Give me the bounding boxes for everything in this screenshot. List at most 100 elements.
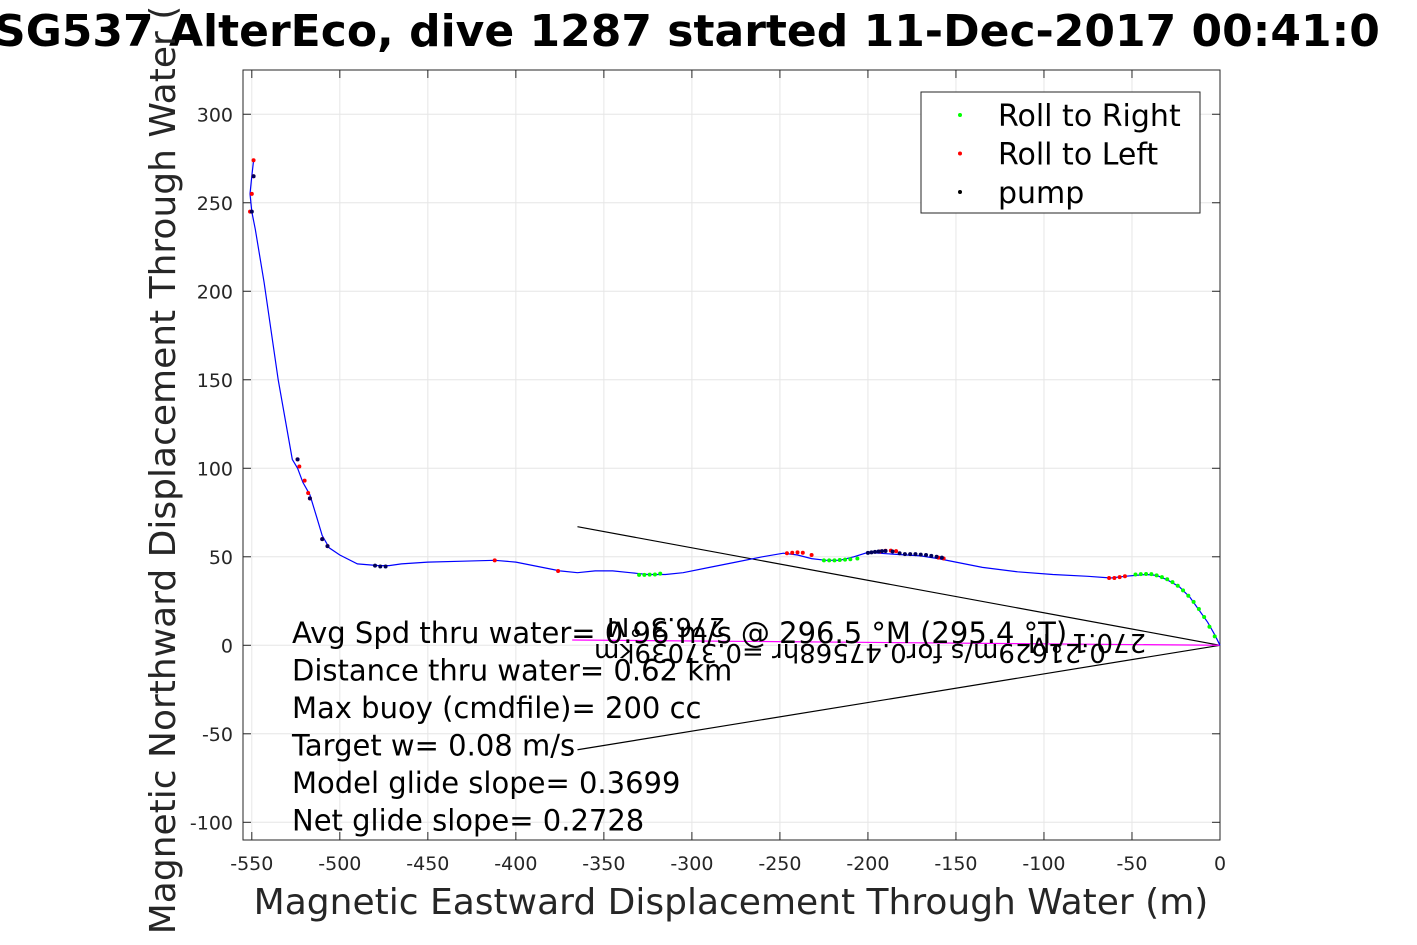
roll-right-point [647, 572, 652, 577]
x-tick-label: -200 [846, 853, 889, 875]
pump-point [869, 550, 874, 555]
vector-label: 270.1 °M [1028, 627, 1146, 657]
roll-left-point [297, 464, 302, 469]
roll-right-point [1165, 577, 1170, 582]
x-tick-label: 0 [1214, 853, 1226, 875]
pump-point [890, 549, 895, 554]
x-tick-label: -300 [670, 853, 713, 875]
roll-right-point [1196, 607, 1201, 611]
roll-right-point [832, 558, 837, 563]
roll-right-point [1181, 588, 1186, 593]
pump-point [383, 564, 388, 569]
chart-title: SG537 AlterEco, dive 1287 started 11-Dec… [0, 6, 1380, 57]
roll-right-point [652, 572, 657, 577]
legend-label: Roll to Left [998, 138, 1158, 173]
x-tick-label: -400 [494, 853, 537, 875]
pump-point [924, 553, 929, 558]
pump-point [897, 551, 902, 556]
annotation-line: Max buoy (cmdfile)= 200 cc [292, 691, 701, 725]
y-tick-label: -100 [190, 812, 233, 834]
y-tick-label: 250 [197, 193, 233, 215]
y-axis-label: Magnetic Northward Displacement Through … [143, 6, 184, 935]
roll-right-point [1170, 580, 1175, 585]
y-tick-label: 100 [197, 458, 233, 480]
pump-point [872, 549, 877, 554]
roll-left-point [1117, 575, 1122, 580]
x-axis-label: Magnetic Eastward Displacement Through W… [254, 882, 1209, 923]
roll-left-point [556, 568, 561, 573]
roll-left-point [251, 158, 256, 163]
annotation-line: Model glide slope= 0.3699 [292, 766, 680, 800]
pump-point [902, 552, 907, 557]
x-tick-label: -550 [230, 853, 273, 875]
x-tick-label: -500 [318, 853, 361, 875]
roll-right-point [658, 571, 663, 576]
roll-right-point [1154, 573, 1159, 578]
x-tick-label: -350 [582, 853, 625, 875]
roll-right-point [1212, 634, 1217, 639]
annotation-line: Target w= 0.08 m/s [291, 729, 575, 763]
roll-right-point [827, 558, 832, 563]
pump-point [939, 555, 944, 560]
y-tick-label: 0 [221, 635, 233, 657]
vector-label: 0.21629m/s for0.47568hr =0.37039km [594, 637, 1106, 667]
pump-point [880, 549, 885, 554]
roll-left-point [894, 549, 899, 554]
roll-right-point [1191, 599, 1196, 604]
x-tick-label: -450 [406, 853, 449, 875]
roll-left-point [1112, 576, 1117, 581]
roll-right-point [637, 572, 642, 577]
roll-left-point [1122, 574, 1127, 579]
annotation-line: Avg Spd thru water= 0.96 m/s @ 296.5 °M … [292, 616, 1067, 650]
roll-right-point [821, 558, 826, 563]
pump-point [929, 553, 934, 558]
legend-marker [958, 113, 962, 117]
roll-right-point [843, 557, 848, 562]
legend-box [920, 91, 1201, 214]
roll-right-point [1202, 614, 1207, 619]
roll-right-point [1149, 572, 1154, 577]
x-tick-label: -150 [934, 853, 977, 875]
pump-point [295, 457, 300, 462]
roll-left-point [1107, 576, 1112, 581]
pump-point [913, 552, 918, 557]
pump-point [307, 496, 312, 501]
roll-right-point [1159, 575, 1164, 580]
roll-left-point [809, 553, 814, 558]
roll-right-point [1175, 583, 1180, 588]
pump-point [251, 174, 256, 179]
y-tick-label: 300 [197, 104, 233, 126]
pump-point [378, 564, 383, 569]
annotation-line: Net glide slope= 0.2728 [292, 804, 644, 838]
pump-point [249, 209, 254, 214]
roll-right-point [855, 556, 860, 561]
roll-right-point [837, 557, 842, 562]
x-tick-label: -250 [758, 853, 801, 875]
vector-label: 276.3 °M [607, 611, 725, 641]
annotation-block: Avg Spd thru water= 0.96 m/s @ 296.5 °M … [291, 611, 1146, 838]
vector-line [577, 526, 1221, 646]
annotation-line: Distance thru water= 0.62 km [292, 654, 732, 688]
data-series [248, 158, 1221, 751]
plot-area-frame [242, 69, 1221, 841]
vector-line [577, 644, 1221, 751]
x-tick-label: -100 [1022, 853, 1065, 875]
roll-left-point [302, 478, 307, 483]
roll-right-point [642, 572, 647, 577]
y-tick-label: 50 [209, 547, 233, 569]
y-tick-label: 200 [197, 281, 233, 303]
pump-point [934, 554, 939, 559]
x-tick-label: -50 [1116, 853, 1147, 875]
pump-point [320, 537, 325, 542]
pump-point [373, 563, 378, 568]
roll-left-point [800, 550, 805, 555]
pump-point [325, 544, 330, 549]
pump-point [918, 552, 923, 557]
roll-right-point [1138, 572, 1143, 577]
roll-left-point [492, 558, 497, 563]
y-tick-label: -50 [202, 724, 233, 746]
vector-line [572, 639, 1221, 646]
legend-label: Roll to Right [998, 99, 1181, 134]
